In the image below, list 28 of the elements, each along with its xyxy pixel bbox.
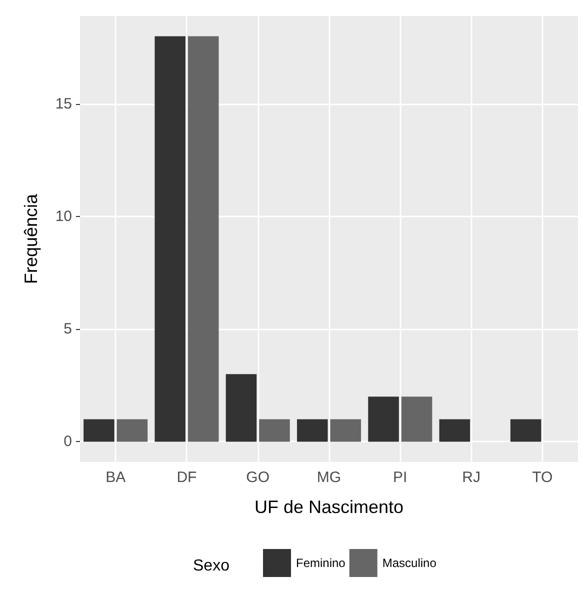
bar [116, 419, 148, 442]
y-tick-label: 5 [64, 320, 72, 338]
bar [154, 36, 186, 442]
bar [84, 419, 114, 442]
x-axis-title: UF de Nascimento [254, 497, 404, 517]
x-tick-label: MG [316, 469, 342, 486]
bar [401, 396, 432, 442]
bar [439, 419, 470, 442]
legend-title: Sexo [193, 558, 230, 574]
bar [259, 419, 290, 442]
y-tick-label: 0 [64, 433, 72, 450]
bar [226, 374, 257, 442]
x-tick-label: PI [393, 469, 408, 486]
y-axis-title: Frequência [21, 192, 41, 284]
y-tick-label: 15 [55, 95, 72, 112]
y-tick-label: 10 [55, 208, 72, 225]
legend-label: Masculino [382, 556, 437, 570]
bar [330, 419, 362, 442]
x-tick-label: BA [106, 469, 126, 486]
bar [510, 419, 542, 442]
bar [296, 419, 328, 442]
x-tick-label: DF [176, 469, 197, 486]
bar [188, 36, 219, 442]
x-tick-label: RJ [462, 469, 480, 486]
bar [368, 396, 399, 442]
legend-label: Feminino [296, 556, 346, 570]
x-tick-label: GO [246, 469, 270, 486]
x-tick-label: TO [532, 469, 553, 486]
